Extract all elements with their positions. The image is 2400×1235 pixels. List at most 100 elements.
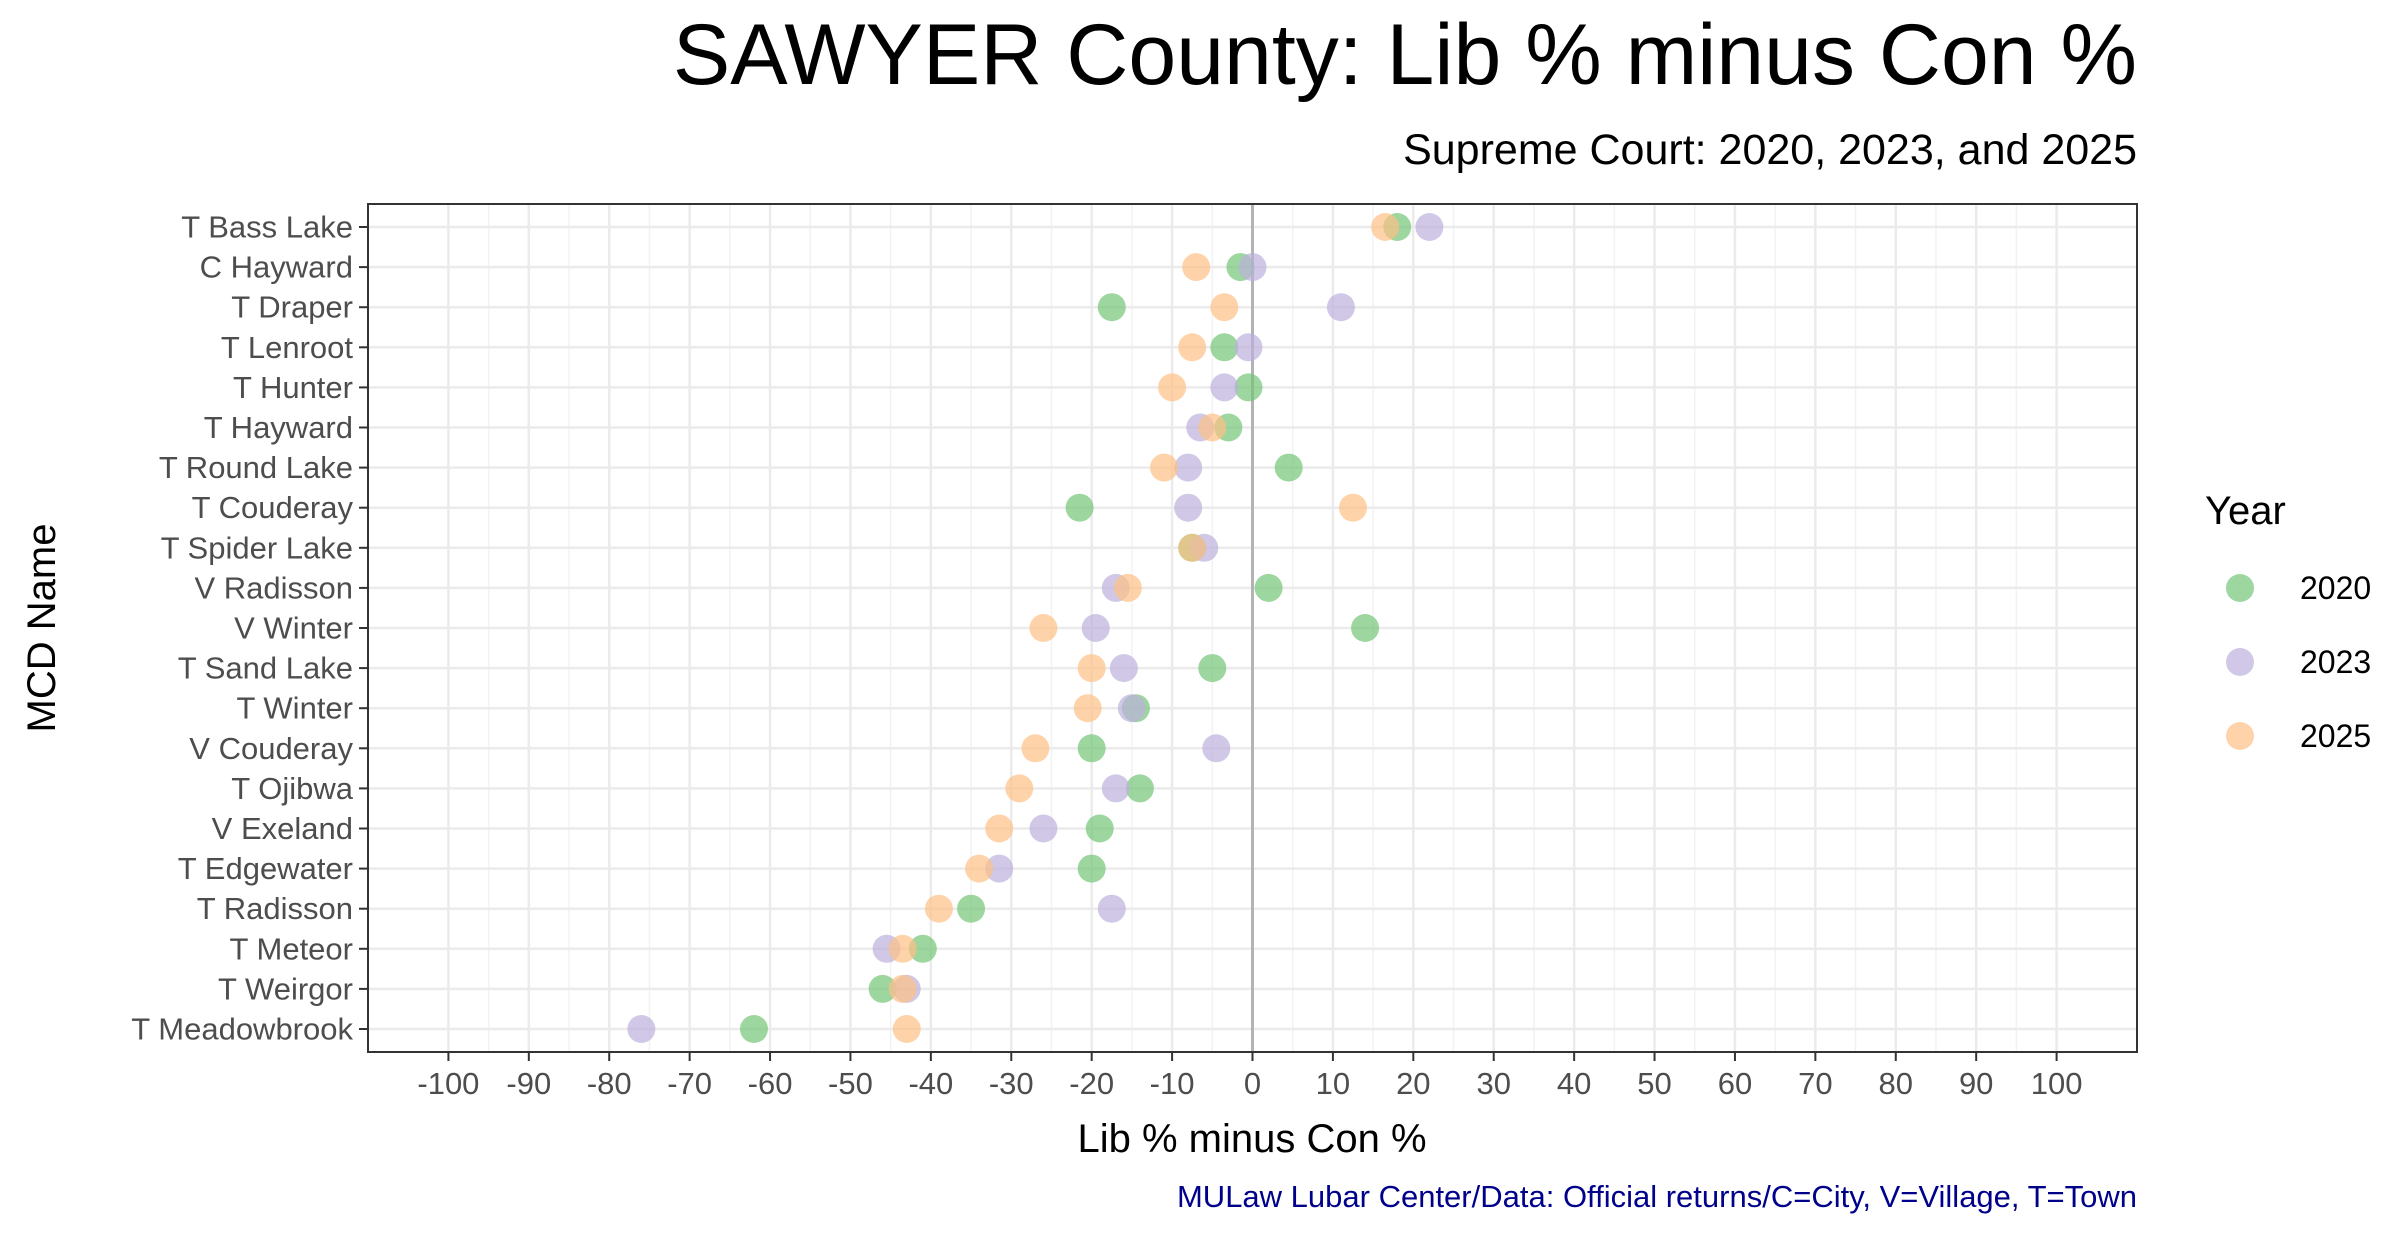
data-point-2020: T Meteor 2020: -41 (908, 934, 937, 963)
data-point-2020: T Sand Lake 2020: -5 (1198, 654, 1227, 683)
data-point-2020: T Couderay 2020: -21.5 (1065, 493, 1094, 522)
x-tick-label: 90 (1959, 1066, 1993, 1101)
data-point-2025: T Lenroot 2025: -7.5 (1178, 333, 1207, 362)
data-point-2025: T Radisson 2025: -39 (924, 894, 953, 923)
legend-title: Year (2205, 489, 2286, 533)
data-point-2023: T Bass Lake 2023: 22 (1415, 213, 1444, 241)
data-point-2025: T Round Lake 2025: -11 (1150, 453, 1179, 482)
y-tick-label: V Winter (234, 611, 353, 646)
y-tick-label: T Radisson (197, 891, 353, 926)
data-point-2023: V Couderay 2023: -4.5 (1202, 734, 1231, 763)
y-tick-label: V Couderay (189, 731, 353, 766)
x-tick-label: -100 (417, 1066, 479, 1101)
y-tick-label: T Hunter (233, 370, 353, 405)
x-tick-label: -10 (1150, 1066, 1195, 1101)
data-point-2025: T Bass Lake 2025: 16.5 (1371, 213, 1400, 241)
chart-title: SAWYER County: Lib % minus Con % (673, 7, 2137, 103)
chart-caption: MULaw Lubar Center/Data: Official return… (1177, 1179, 2137, 1214)
points-layer: T Bass Lake 2020: 18C Hayward 2020: -1.5… (627, 213, 1444, 1043)
data-point-2025: T Spider Lake 2025: -7.5 (1178, 533, 1207, 562)
data-point-2025: T Draper 2025: -3.5 (1210, 293, 1239, 322)
data-point-2025: T Meadowbrook 2025: -43 (892, 1015, 921, 1043)
data-point-2025: T Winter 2025: -20.5 (1073, 694, 1102, 723)
data-point-2023: T Hunter 2023: -3.5 (1210, 373, 1239, 402)
y-tick-label: T Hayward (204, 410, 353, 445)
y-tick-label: T Ojibwa (231, 771, 354, 806)
data-point-2023: C Hayward 2023: 0 (1238, 253, 1267, 282)
data-point-2025: V Couderay 2025: -27 (1021, 734, 1050, 763)
x-tick-label: 10 (1316, 1066, 1350, 1101)
y-tick-label: T Meteor (230, 931, 353, 966)
data-point-2020: T Weirgor 2020: -46 (868, 974, 897, 1003)
y-tick-label: T Draper (231, 290, 353, 325)
data-point-2020: T Draper 2020: -17.5 (1097, 293, 1126, 322)
data-point-2023: T Meadowbrook 2023: -76 (627, 1015, 656, 1043)
data-point-2023: T Draper 2023: 11 (1326, 293, 1355, 322)
y-tick-label: T Bass Lake (181, 210, 353, 245)
legend-label-2020: 2020 (2300, 570, 2371, 606)
data-point-2023: T Edgewater 2023: -31.5 (985, 854, 1014, 883)
x-tick-label: 30 (1476, 1066, 1510, 1101)
legend-key-2025 (2226, 722, 2254, 750)
data-point-2025: T Edgewater 2025: -34 (965, 854, 994, 883)
legend: Year 2020 2023 2025 (2205, 489, 2371, 754)
data-point-2025: C Hayward 2025: -7 (1182, 253, 1211, 282)
x-tick-label: 70 (1798, 1066, 1832, 1101)
data-point-2020: V Radisson 2020: 2 (1254, 573, 1283, 602)
y-tick-label: V Radisson (194, 570, 353, 605)
x-axis-label: Lib % minus Con % (1077, 1117, 1426, 1161)
data-point-2025: T Hunter 2025: -10 (1158, 373, 1187, 402)
data-point-2020: V Couderay 2020: -20 (1077, 734, 1106, 763)
data-point-2023: T Sand Lake 2023: -16 (1109, 654, 1138, 683)
y-axis-label: MCD Name (20, 524, 64, 733)
chart-subtitle: Supreme Court: 2020, 2023, and 2025 (1403, 126, 2137, 174)
x-tick-label: -40 (908, 1066, 953, 1101)
y-axis: T Bass Lake C Hayward T Draper T Lenroot T H… (131, 210, 368, 1047)
x-tick-label: -30 (989, 1066, 1034, 1101)
data-point-2023: V Winter 2023: -19.5 (1081, 614, 1110, 642)
data-point-2025: V Winter 2025: -26 (1029, 614, 1058, 642)
data-point-2025: T Ojibwa 2025: -29 (1005, 774, 1034, 803)
data-point-2020: T Lenroot 2020: -3.5 (1210, 333, 1239, 362)
x-tick-label: -80 (587, 1066, 632, 1101)
legend-label-2023: 2023 (2300, 644, 2371, 680)
x-tick-label: 40 (1557, 1066, 1591, 1101)
y-tick-label: T Lenroot (221, 330, 354, 365)
data-point-2025: T Couderay 2025: 12.5 (1339, 493, 1368, 522)
data-point-2023: T Winter 2023: -15 (1117, 694, 1146, 723)
data-point-2020: T Ojibwa 2020: -14 (1125, 774, 1154, 803)
data-point-2020: V Exeland 2020: -19 (1085, 814, 1114, 843)
data-point-2020: T Round Lake 2020: 4.5 (1274, 453, 1303, 482)
data-point-2025: V Radisson 2025: -15.5 (1113, 573, 1142, 602)
y-tick-label: T Winter (236, 691, 353, 726)
data-point-2025: V Exeland 2025: -31.5 (985, 814, 1014, 843)
y-tick-label: T Couderay (192, 490, 354, 525)
x-tick-label: 50 (1637, 1066, 1671, 1101)
x-tick-label: -50 (828, 1066, 873, 1101)
data-point-2020: V Winter 2020: 14 (1351, 614, 1380, 642)
data-point-2023: T Ojibwa 2023: -17 (1101, 774, 1130, 803)
data-point-2025: T Hayward 2025: -5 (1198, 413, 1227, 442)
x-axis: -100 -90 -80 -70 -60 -50 -40 -30 -20 -10 0 10 20 30 40… (417, 1052, 2082, 1101)
x-tick-label: -90 (506, 1066, 551, 1101)
y-tick-label: T Round Lake (159, 450, 353, 485)
data-point-2023: T Round Lake 2023: -8 (1174, 453, 1203, 482)
data-point-2023: T Radisson 2023: -17.5 (1097, 894, 1126, 923)
y-tick-label: T Meadowbrook (131, 1012, 353, 1047)
x-tick-label: -20 (1069, 1066, 1114, 1101)
x-tick-label: -70 (667, 1066, 712, 1101)
y-tick-label: C Hayward (200, 250, 353, 285)
data-point-2020: T Meadowbrook 2020: -62 (739, 1015, 768, 1043)
data-point-2025: T Sand Lake 2025: -20 (1077, 654, 1106, 683)
x-tick-label: 60 (1718, 1066, 1752, 1101)
data-point-2023: T Couderay 2023: -8 (1174, 493, 1203, 522)
x-tick-label: -60 (748, 1066, 793, 1101)
x-tick-label: 0 (1244, 1066, 1261, 1101)
x-tick-label: 20 (1396, 1066, 1430, 1101)
y-tick-label: T Spider Lake (161, 530, 353, 565)
data-point-2020: T Hunter 2020: -0.5 (1234, 373, 1263, 402)
data-point-2023: T Lenroot 2023: -0.5 (1234, 333, 1263, 362)
data-point-2025: T Weirgor 2025: -43.5 (888, 974, 917, 1003)
